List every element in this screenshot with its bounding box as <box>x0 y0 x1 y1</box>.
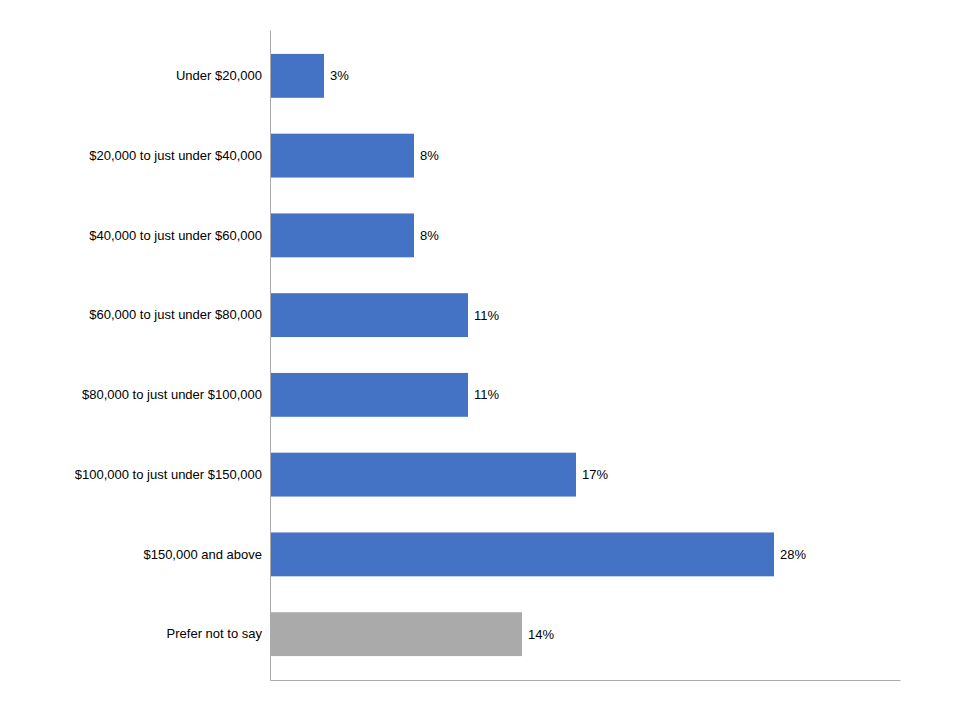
x-axis <box>271 680 901 681</box>
data-label: 8% <box>420 148 439 163</box>
bar <box>270 213 414 257</box>
y-tick: $60,000 to just under $80,000 <box>89 307 262 322</box>
y-tick-label: $150,000 and above <box>143 547 262 562</box>
y-tick: Under $20,000 <box>176 68 262 83</box>
data-label: 3% <box>330 68 349 83</box>
chart-svg: Prefer not to say $150,000 and above $100,… <box>0 0 960 720</box>
y-tick-label: $60,000 to just under $80,000 <box>89 307 262 322</box>
y-axis-line <box>270 31 271 681</box>
y-tick-label: $80,000 to just under $100,000 <box>82 387 262 402</box>
bar <box>270 532 774 576</box>
y-axis: Prefer not to say $150,000 and above $100,… <box>75 31 271 681</box>
bars <box>270 54 774 656</box>
y-tick-label: $100,000 to just under $150,000 <box>75 467 262 482</box>
data-labels: 14% 28% 17% 11% 11% 8% 8% 3% <box>330 68 806 641</box>
bar <box>270 54 324 98</box>
data-label: 17% <box>582 467 608 482</box>
data-label: 11% <box>474 308 499 323</box>
bar <box>270 293 468 337</box>
y-tick: $40,000 to just under $60,000 <box>89 228 262 243</box>
data-label: 8% <box>420 228 439 243</box>
plot-area: Prefer not to say $150,000 and above $100,… <box>75 31 901 681</box>
x-axis-line <box>271 680 901 681</box>
chart-container: Prefer not to say $150,000 and above $100,… <box>0 0 960 720</box>
data-label: 11% <box>474 387 499 402</box>
y-tick-label: $20,000 to just under $40,000 <box>89 148 262 163</box>
y-tick: $20,000 to just under $40,000 <box>89 148 262 163</box>
y-tick: $100,000 to just under $150,000 <box>75 467 262 482</box>
data-label: 28% <box>780 547 806 562</box>
bar <box>270 373 468 417</box>
bar <box>270 612 522 656</box>
y-tick: Prefer not to say <box>167 626 263 641</box>
y-tick-label: $40,000 to just under $60,000 <box>89 228 262 243</box>
y-tick-label: Under $20,000 <box>176 68 262 83</box>
y-tick: $150,000 and above <box>143 547 262 562</box>
y-tick: $80,000 to just under $100,000 <box>82 387 262 402</box>
bar <box>270 453 576 497</box>
bar <box>270 134 414 178</box>
data-label: 14% <box>528 627 554 642</box>
y-tick-label: Prefer not to say <box>167 626 263 641</box>
